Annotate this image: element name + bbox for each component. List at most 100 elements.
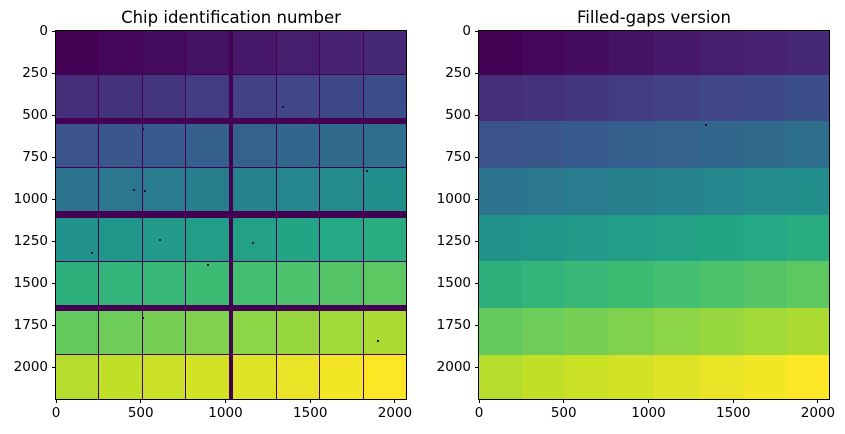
defect-pixel [141, 316, 144, 319]
heatmap-cell [699, 74, 744, 123]
y-tick-label: 1000 [436, 191, 471, 208]
heatmap-cell [99, 31, 142, 75]
heatmap-cell [608, 308, 655, 356]
heatmap-cell [186, 31, 229, 75]
right-plot-title: Filled-gaps version [577, 8, 731, 27]
heatmap-cell [653, 214, 701, 263]
heatmap-cell [786, 261, 829, 309]
heatmap-cell [699, 121, 744, 169]
heatmap-cell [742, 121, 787, 169]
x-tick-label: 0 [474, 405, 484, 421]
y-tick-mark [475, 156, 479, 158]
heatmap-cell [565, 354, 610, 399]
heatmap-cell [142, 217, 186, 261]
left-heatmap-canvas [56, 31, 406, 399]
y-tick-label: 2000 [13, 359, 48, 376]
heatmap-cell [786, 74, 829, 123]
heatmap-cell [786, 167, 829, 216]
heatmap-cell [320, 75, 363, 119]
heatmap-cell [653, 31, 701, 76]
heatmap-cell [653, 354, 701, 399]
heatmap-cell [56, 355, 99, 399]
heatmap-cell [233, 261, 276, 305]
defect-pixel [366, 169, 369, 172]
left-heatmap-axes: 0 500 1000 1500 2000 0 250 500 750 1000 1250 1500 17… [14, 23, 413, 421]
x-tick-mark [309, 399, 311, 403]
y-tick-label: 1750 [13, 317, 48, 334]
defect-pixel [705, 124, 708, 127]
y-tick-label: 750 [445, 149, 471, 166]
y-tick-mark [52, 240, 56, 242]
heatmap-cell [320, 311, 363, 355]
heatmap-cell [653, 167, 701, 216]
y-tick-mark [475, 72, 479, 74]
y-tick-label: 1250 [436, 233, 471, 250]
defect-pixel [206, 263, 209, 266]
x-tick-mark [647, 399, 649, 403]
y-tick-mark [475, 366, 479, 368]
heatmap-cell [479, 121, 523, 169]
y-tick-mark [52, 114, 56, 116]
heatmap-cell [142, 31, 186, 75]
right-heatmap-axes: 0 500 1000 1500 2000 0 250 500 750 1000 1250 1500 17… [437, 23, 836, 421]
heatmap-cell [565, 121, 610, 169]
heatmap-cell [363, 168, 406, 212]
y-tick-mark [52, 156, 56, 158]
heatmap-cell [233, 31, 276, 75]
defect-pixel [114, 39, 117, 42]
heatmap-cell [276, 355, 320, 399]
y-tick-label: 1500 [13, 275, 48, 292]
x-tick-label: 1000 [631, 405, 666, 421]
x-tick-mark [817, 399, 819, 403]
x-tick-mark [732, 399, 734, 403]
x-tick-label: 0 [51, 405, 61, 421]
heatmap-cell [186, 217, 229, 261]
y-tick-label: 0 [462, 23, 471, 39]
heatmap-cell [99, 355, 142, 399]
y-tick-mark [475, 240, 479, 242]
heatmap-cell [565, 74, 610, 123]
heatmap-cell [521, 308, 567, 356]
heatmap-cell [276, 217, 320, 261]
right-heatmap-canvas [479, 31, 829, 399]
heatmap-cell [742, 261, 787, 309]
x-tick-label: 2000 [377, 405, 413, 421]
heatmap-cell [56, 261, 99, 305]
heatmap-cell [142, 311, 186, 355]
heatmap-cell [608, 167, 655, 216]
heatmap-cell [276, 311, 320, 355]
heatmap-cell [276, 31, 320, 75]
heatmap-cell [142, 75, 186, 119]
heatmap-cell [699, 308, 744, 356]
heatmap-cell [56, 31, 99, 75]
y-tick-label: 1500 [436, 275, 471, 292]
heatmap-cell [608, 354, 655, 399]
heatmap-cell [233, 168, 276, 212]
heatmap-cell [363, 355, 406, 399]
y-tick-mark [475, 114, 479, 116]
heatmap-cell [786, 121, 829, 169]
heatmap-cell [363, 217, 406, 261]
heatmap-cell [186, 355, 229, 399]
heatmap-cell [142, 168, 186, 212]
y-tick-label: 250 [22, 65, 48, 81]
x-tick-label: 500 [550, 405, 577, 421]
x-tick-mark [394, 399, 396, 403]
heatmap-cell [56, 75, 99, 119]
heatmap-cell [363, 311, 406, 355]
heatmap-cell [521, 167, 567, 216]
x-tick-label: 1500 [293, 405, 328, 421]
heatmap-cell [363, 124, 406, 168]
heatmap-cell [742, 214, 787, 263]
heatmap-cell [653, 308, 701, 356]
y-tick-mark [52, 198, 56, 200]
heatmap-cell [608, 121, 655, 169]
heatmap-cell [99, 217, 142, 261]
y-tick-mark [52, 366, 56, 368]
heatmap-cell [699, 354, 744, 399]
defect-pixel [143, 189, 146, 192]
x-tick-mark [563, 399, 565, 403]
defect-pixel [142, 127, 145, 130]
y-tick-mark [52, 282, 56, 284]
y-tick-label: 500 [22, 107, 48, 124]
